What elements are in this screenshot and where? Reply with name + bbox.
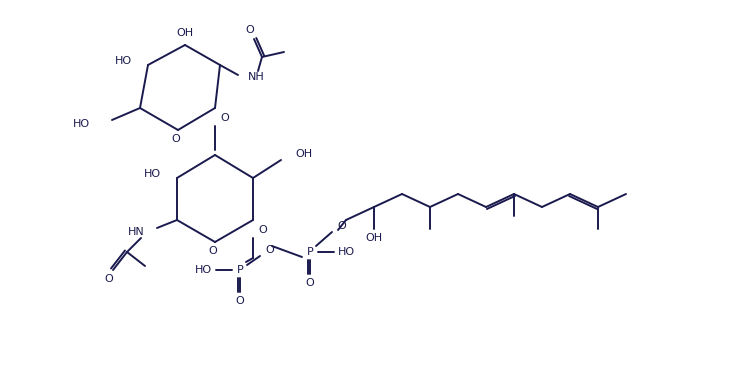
Text: O: O xyxy=(208,246,217,256)
Text: NH: NH xyxy=(248,72,265,82)
Text: O: O xyxy=(258,225,267,235)
Text: O: O xyxy=(265,245,273,255)
Text: HO: HO xyxy=(195,265,212,275)
Text: OH: OH xyxy=(366,233,383,243)
Text: P: P xyxy=(307,247,313,257)
Text: HO: HO xyxy=(115,56,132,66)
Text: HO: HO xyxy=(73,119,90,129)
Text: O: O xyxy=(105,274,113,284)
Text: P: P xyxy=(236,265,243,275)
Text: O: O xyxy=(220,113,229,123)
Text: O: O xyxy=(236,296,245,306)
Text: HO: HO xyxy=(338,247,355,257)
Text: O: O xyxy=(337,221,346,231)
Text: O: O xyxy=(306,278,314,288)
Text: OH: OH xyxy=(295,149,312,159)
Text: OH: OH xyxy=(177,28,194,38)
Text: O: O xyxy=(171,134,180,144)
Text: HN: HN xyxy=(129,227,145,237)
Text: O: O xyxy=(245,25,254,35)
Text: HO: HO xyxy=(144,169,161,179)
